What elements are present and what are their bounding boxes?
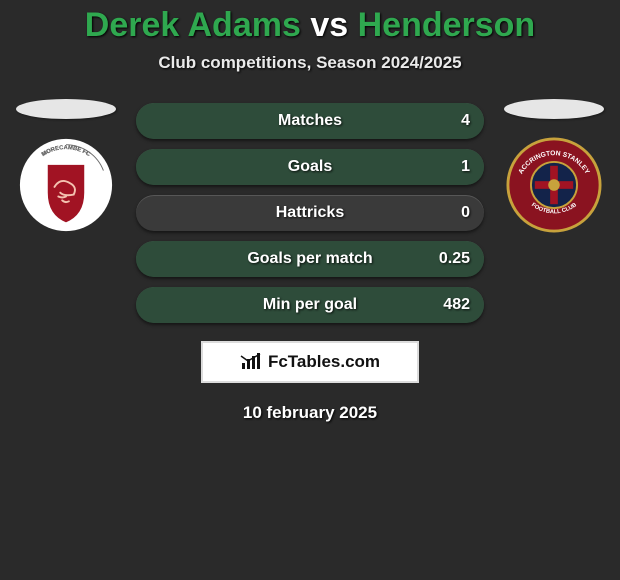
stat-value-right: 0 <box>461 204 470 222</box>
title-vs: vs <box>310 6 348 44</box>
accrington-crest-icon: ACCRINGTON STANLEY FOOTBALL CLUB <box>506 137 602 233</box>
left-name-pill <box>16 99 116 119</box>
left-crest: MORECAMBE FC MORECAMBE FC <box>18 137 114 233</box>
stat-value-right: 4 <box>461 112 470 130</box>
stat-label: Hattricks <box>276 204 344 222</box>
stat-label: Goals <box>288 158 332 176</box>
title-player1: Derek Adams <box>85 6 301 44</box>
left-column: MORECAMBE FC MORECAMBE FC <box>6 103 126 233</box>
bar-chart-icon <box>240 353 262 371</box>
comparison-card: Derek Adams vs Henderson Club competitio… <box>0 0 620 423</box>
date-label: 10 february 2025 <box>243 403 377 423</box>
stat-label: Goals per match <box>247 250 372 268</box>
subtitle: Club competitions, Season 2024/2025 <box>158 53 461 73</box>
stat-value-right: 1 <box>461 158 470 176</box>
stat-label: Min per goal <box>263 296 357 314</box>
page-title: Derek Adams vs Henderson <box>85 6 535 45</box>
stat-row-goals-per-match: Goals per match 0.25 <box>136 241 484 277</box>
stat-row-min-per-goal: Min per goal 482 <box>136 287 484 323</box>
stats-column: Matches 4 Goals 1 Hattricks 0 Goals per match 0… <box>136 103 484 323</box>
right-name-pill <box>504 99 604 119</box>
footer-brand-text: FcTables.com <box>268 352 380 372</box>
right-crest: ACCRINGTON STANLEY FOOTBALL CLUB <box>506 137 602 233</box>
stat-label: Matches <box>278 112 342 130</box>
stat-row-goals: Goals 1 <box>136 149 484 185</box>
footer-brand-badge[interactable]: FcTables.com <box>201 341 419 383</box>
morecambe-crest-icon: MORECAMBE FC MORECAMBE FC <box>18 137 114 233</box>
stat-row-matches: Matches 4 <box>136 103 484 139</box>
title-player2: Henderson <box>358 6 536 44</box>
right-column: ACCRINGTON STANLEY FOOTBALL CLUB <box>494 103 614 233</box>
stat-row-hattricks: Hattricks 0 <box>136 195 484 231</box>
main-row: MORECAMBE FC MORECAMBE FC Matches 4 Goals 1… <box>0 103 620 323</box>
stat-value-right: 0.25 <box>439 250 470 268</box>
stat-value-right: 482 <box>443 296 470 314</box>
